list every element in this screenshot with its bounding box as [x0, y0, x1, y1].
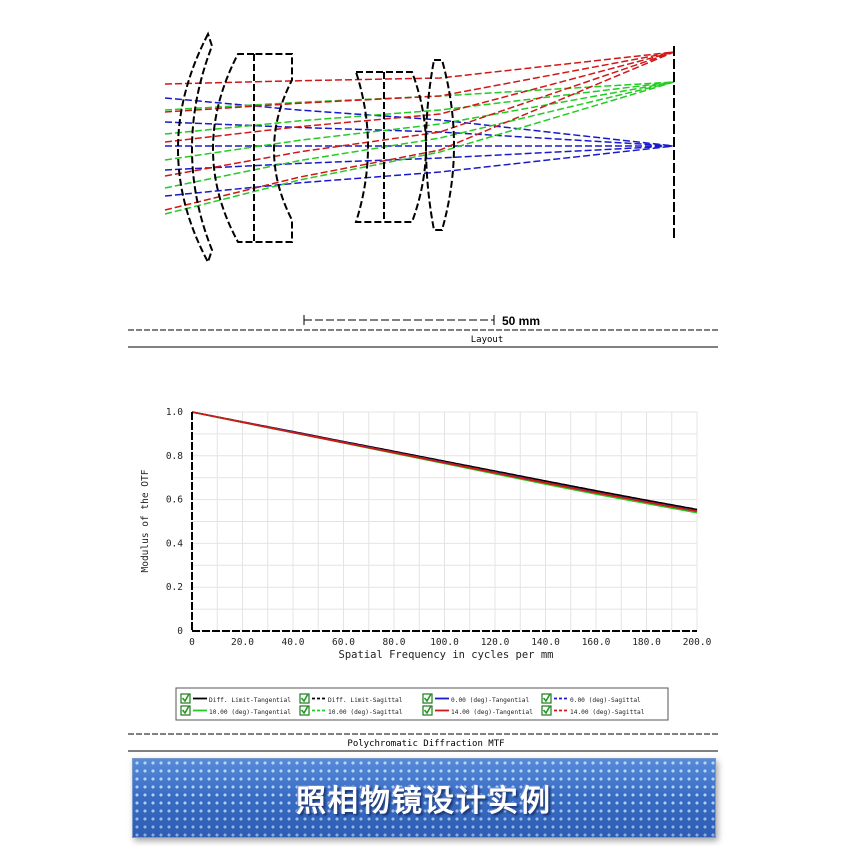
x-tick-label: 0	[189, 637, 195, 648]
x-axis-label: Spatial Frequency in cycles per mm	[339, 649, 554, 661]
legend-check-icon	[300, 705, 309, 715]
legend-checkbox	[541, 705, 552, 716]
y-tick-label: 1.0	[166, 407, 183, 418]
legend: Diff. Limit-Tangential Diff. Limit-Sagitt…	[180, 693, 645, 716]
ray	[164, 121, 675, 147]
legend-check-icon	[300, 693, 309, 703]
legend-checkbox	[422, 693, 433, 704]
legend-label: 10.00 (deg)-Sagittal	[328, 709, 403, 716]
ray	[164, 81, 675, 161]
y-tick-label: 0	[177, 626, 183, 637]
ray	[164, 51, 675, 113]
x-tick-label: 180.0	[632, 637, 661, 648]
legend-check-icon	[181, 705, 190, 715]
y-tick-label: 0.4	[166, 538, 183, 549]
lens-elements	[177, 31, 675, 265]
lens-layout-diagram: 50 mm Layout	[128, 31, 718, 348]
x-tick-labels: 0 20.0 40.0 60.0 80.0 100.0 120.0 140.0 160.0 180…	[189, 637, 711, 648]
legend-checkbox	[422, 705, 433, 716]
ray	[164, 51, 675, 85]
title-banner: 照相物镜设计实例	[132, 758, 716, 838]
x-tick-label: 100.0	[430, 637, 459, 648]
lens-element-3	[354, 71, 427, 223]
lens-element-4	[425, 59, 455, 231]
scale-bar: 50 mm	[303, 314, 540, 328]
layout-caption: Layout	[471, 335, 504, 345]
banner-title: 照相物镜设计实例	[296, 784, 552, 819]
y-tick-label: 0.6	[166, 495, 183, 506]
ray	[164, 51, 675, 143]
ray	[164, 51, 675, 211]
legend-check-icon	[423, 693, 432, 703]
legend-box	[175, 687, 669, 721]
legend-label: 0.00 (deg)-Sagittal	[570, 697, 641, 704]
x-tick-label: 160.0	[582, 637, 611, 648]
legend-checkbox	[541, 693, 552, 704]
legend-label: Diff. Limit-Sagittal	[328, 697, 403, 704]
ray-trace-fans	[164, 51, 675, 215]
legend-label: Diff. Limit-Tangential	[209, 697, 291, 704]
legend-check-icon	[542, 705, 551, 715]
x-tick-label: 120.0	[481, 637, 510, 648]
legend-check-icon	[423, 705, 432, 715]
ray	[164, 51, 675, 177]
ray	[164, 81, 675, 135]
y-tick-label: 0.2	[166, 582, 183, 593]
y-axis-label: Modulus of the OTF	[140, 469, 151, 572]
mtf-chart: 0 20.0 40.0 60.0 80.0 100.0 120.0 140.0 160.0 180…	[128, 407, 718, 752]
legend-label: 14.00 (deg)-Sagittal	[570, 709, 645, 716]
x-tick-label: 80.0	[383, 637, 406, 648]
legend-checkbox	[299, 693, 310, 704]
x-tick-label: 20.0	[231, 637, 254, 648]
scale-bar-label: 50 mm	[502, 314, 540, 328]
x-tick-label: 140.0	[531, 637, 560, 648]
legend-check-icon	[542, 693, 551, 703]
legend-checkbox	[180, 693, 191, 704]
y-tick-label: 0.8	[166, 451, 183, 462]
ray	[164, 145, 675, 171]
mtf-curves	[191, 411, 698, 514]
legend-label: 0.00 (deg)-Tangential	[451, 697, 530, 704]
lens-element-2	[212, 53, 293, 243]
ray	[164, 81, 675, 215]
legend-label: 10.00 (deg)-Tangential	[209, 709, 291, 716]
legend-checkbox	[180, 705, 191, 716]
series-line	[191, 411, 698, 512]
legend-check-icon	[181, 693, 190, 703]
lens-element-1	[177, 31, 214, 265]
x-tick-label: 200.0	[683, 637, 712, 648]
legend-checkbox	[299, 705, 310, 716]
mtf-caption: Polychromatic Diffraction MTF	[347, 739, 504, 749]
grid-lines	[191, 411, 698, 632]
x-tick-label: 40.0	[282, 637, 305, 648]
ray	[164, 145, 675, 197]
y-tick-labels: 0 0.2 0.4 0.6 0.8 1.0	[166, 407, 183, 637]
banner-shading	[133, 759, 715, 837]
legend-label: 14.00 (deg)-Tangential	[451, 709, 533, 716]
x-tick-label: 60.0	[332, 637, 355, 648]
